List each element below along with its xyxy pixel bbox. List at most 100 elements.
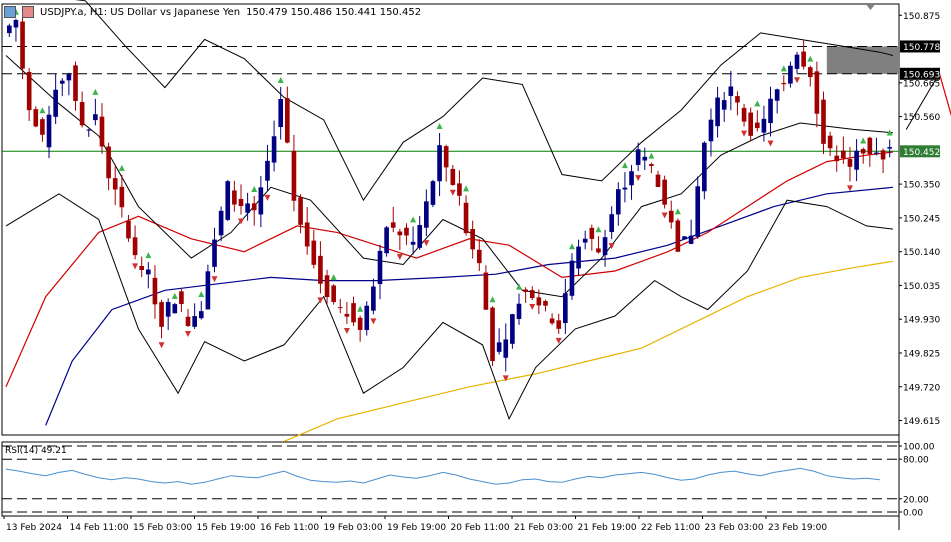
price-tick-label: 150.245 xyxy=(903,214,940,224)
up-fractal-arrow xyxy=(595,226,602,233)
bull-candle xyxy=(212,239,217,267)
bear-candle xyxy=(655,174,661,188)
bear-candle xyxy=(549,318,555,324)
bear-candle xyxy=(344,313,350,317)
chart-window-icon-2 xyxy=(22,6,34,18)
down-fractal-arrow xyxy=(396,254,403,261)
bear-candle xyxy=(99,116,105,147)
bollinger-lower-band xyxy=(5,193,894,421)
up-fractal-arrow xyxy=(198,291,205,298)
time-tick-label: 20 Feb 11:00 xyxy=(451,523,510,533)
bull-candle xyxy=(13,19,19,28)
bollinger-upper-band xyxy=(74,0,894,202)
bear-candle xyxy=(185,316,191,326)
bull-candle xyxy=(424,201,429,228)
bull-candle xyxy=(682,236,687,240)
bear-candle xyxy=(814,71,820,114)
bull-candle xyxy=(192,316,197,327)
price-tick-label: 150.875 xyxy=(903,12,940,22)
bear-candle xyxy=(73,65,78,101)
rsi-level-label: 0.00 xyxy=(903,509,923,519)
candles-group xyxy=(6,8,893,382)
up-fractal-arrow xyxy=(145,252,152,259)
down-fractal-arrow xyxy=(264,194,271,201)
bear-candle xyxy=(476,249,482,264)
bear-candle xyxy=(179,291,184,305)
bull-candle xyxy=(602,237,608,256)
bull-candle xyxy=(728,86,734,96)
bear-candle xyxy=(596,248,601,253)
bear-candle xyxy=(324,275,330,298)
bull-candle xyxy=(887,147,893,149)
bull-candle xyxy=(576,246,581,269)
price-tick-label: 150.560 xyxy=(903,113,940,123)
bull-candle xyxy=(364,305,370,331)
bear-candle xyxy=(741,107,747,122)
down-fractal-arrow xyxy=(370,318,377,325)
bull-candle xyxy=(569,260,575,296)
resistance-zone xyxy=(826,46,899,74)
down-fractal-arrow xyxy=(794,77,801,84)
bear-candle xyxy=(807,67,813,77)
bear-candle xyxy=(450,168,456,185)
bull-candle xyxy=(629,171,634,186)
down-fractal-arrow xyxy=(635,175,642,182)
up-fractal-arrow xyxy=(568,243,575,250)
bull-candle xyxy=(708,119,714,142)
bull-candle xyxy=(225,181,231,220)
bear-candle xyxy=(304,222,310,247)
price-tick-label: 149.930 xyxy=(903,316,940,326)
time-tick-label: 19 Feb 03:00 xyxy=(324,523,383,533)
bear-candle xyxy=(457,183,462,196)
bull-candle xyxy=(695,186,701,237)
rsi-label: RSI(14) 49.21 xyxy=(5,446,67,456)
bull-candle xyxy=(582,238,588,243)
bear-candle xyxy=(139,266,145,271)
up-fractal-arrow xyxy=(463,185,470,192)
bull-candle xyxy=(165,302,171,317)
down-fractal-arrow xyxy=(529,304,536,311)
bull-candle xyxy=(258,187,264,215)
up-fractal-arrow xyxy=(436,123,443,130)
down-fractal-arrow xyxy=(158,342,165,349)
bear-candle xyxy=(132,237,138,256)
down-fractal-arrow xyxy=(661,212,668,219)
bear-candle xyxy=(860,149,866,154)
bear-candle xyxy=(126,220,131,239)
time-tick-label: 14 Feb 11:00 xyxy=(70,523,129,533)
bear-candle xyxy=(397,231,403,236)
bear-candle xyxy=(801,51,806,67)
time-tick-label: 16 Feb 11:00 xyxy=(260,523,319,533)
price-tag-label-1: 150.778 xyxy=(903,43,940,53)
bull-candle xyxy=(53,89,58,117)
chart-window-icon xyxy=(4,6,16,18)
bear-candle xyxy=(404,227,409,236)
bull-candle xyxy=(205,271,211,310)
bear-candle xyxy=(841,150,846,159)
bear-candle xyxy=(880,150,886,160)
price-tick-label: 149.615 xyxy=(903,417,940,427)
projection-down-line xyxy=(938,72,951,117)
bull-candle xyxy=(437,145,442,182)
bear-candle xyxy=(490,307,495,362)
bull-candle xyxy=(93,114,98,121)
rsi-level-label: 80.00 xyxy=(903,456,929,466)
bear-candle xyxy=(847,159,853,167)
down-fractal-arrow xyxy=(237,218,244,225)
time-tick-label: 22 Feb 11:00 xyxy=(641,523,700,533)
bear-candle xyxy=(589,227,595,239)
bollinger-middle-band xyxy=(5,55,894,298)
bear-candle xyxy=(331,285,336,303)
bull-candle xyxy=(265,160,270,181)
price-tag-label-2: 150.693 xyxy=(903,70,940,80)
chart-shift-marker xyxy=(866,5,875,10)
bull-candle xyxy=(642,156,648,161)
bear-candle xyxy=(291,150,297,201)
price-pane-frame xyxy=(1,3,900,436)
time-tick-label: 19 Feb 19:00 xyxy=(387,523,446,533)
bear-candle xyxy=(556,320,562,329)
up-fractal-arrow xyxy=(780,65,787,72)
up-fractal-arrow xyxy=(410,216,417,223)
time-tick-label: 21 Feb 19:00 xyxy=(578,523,637,533)
